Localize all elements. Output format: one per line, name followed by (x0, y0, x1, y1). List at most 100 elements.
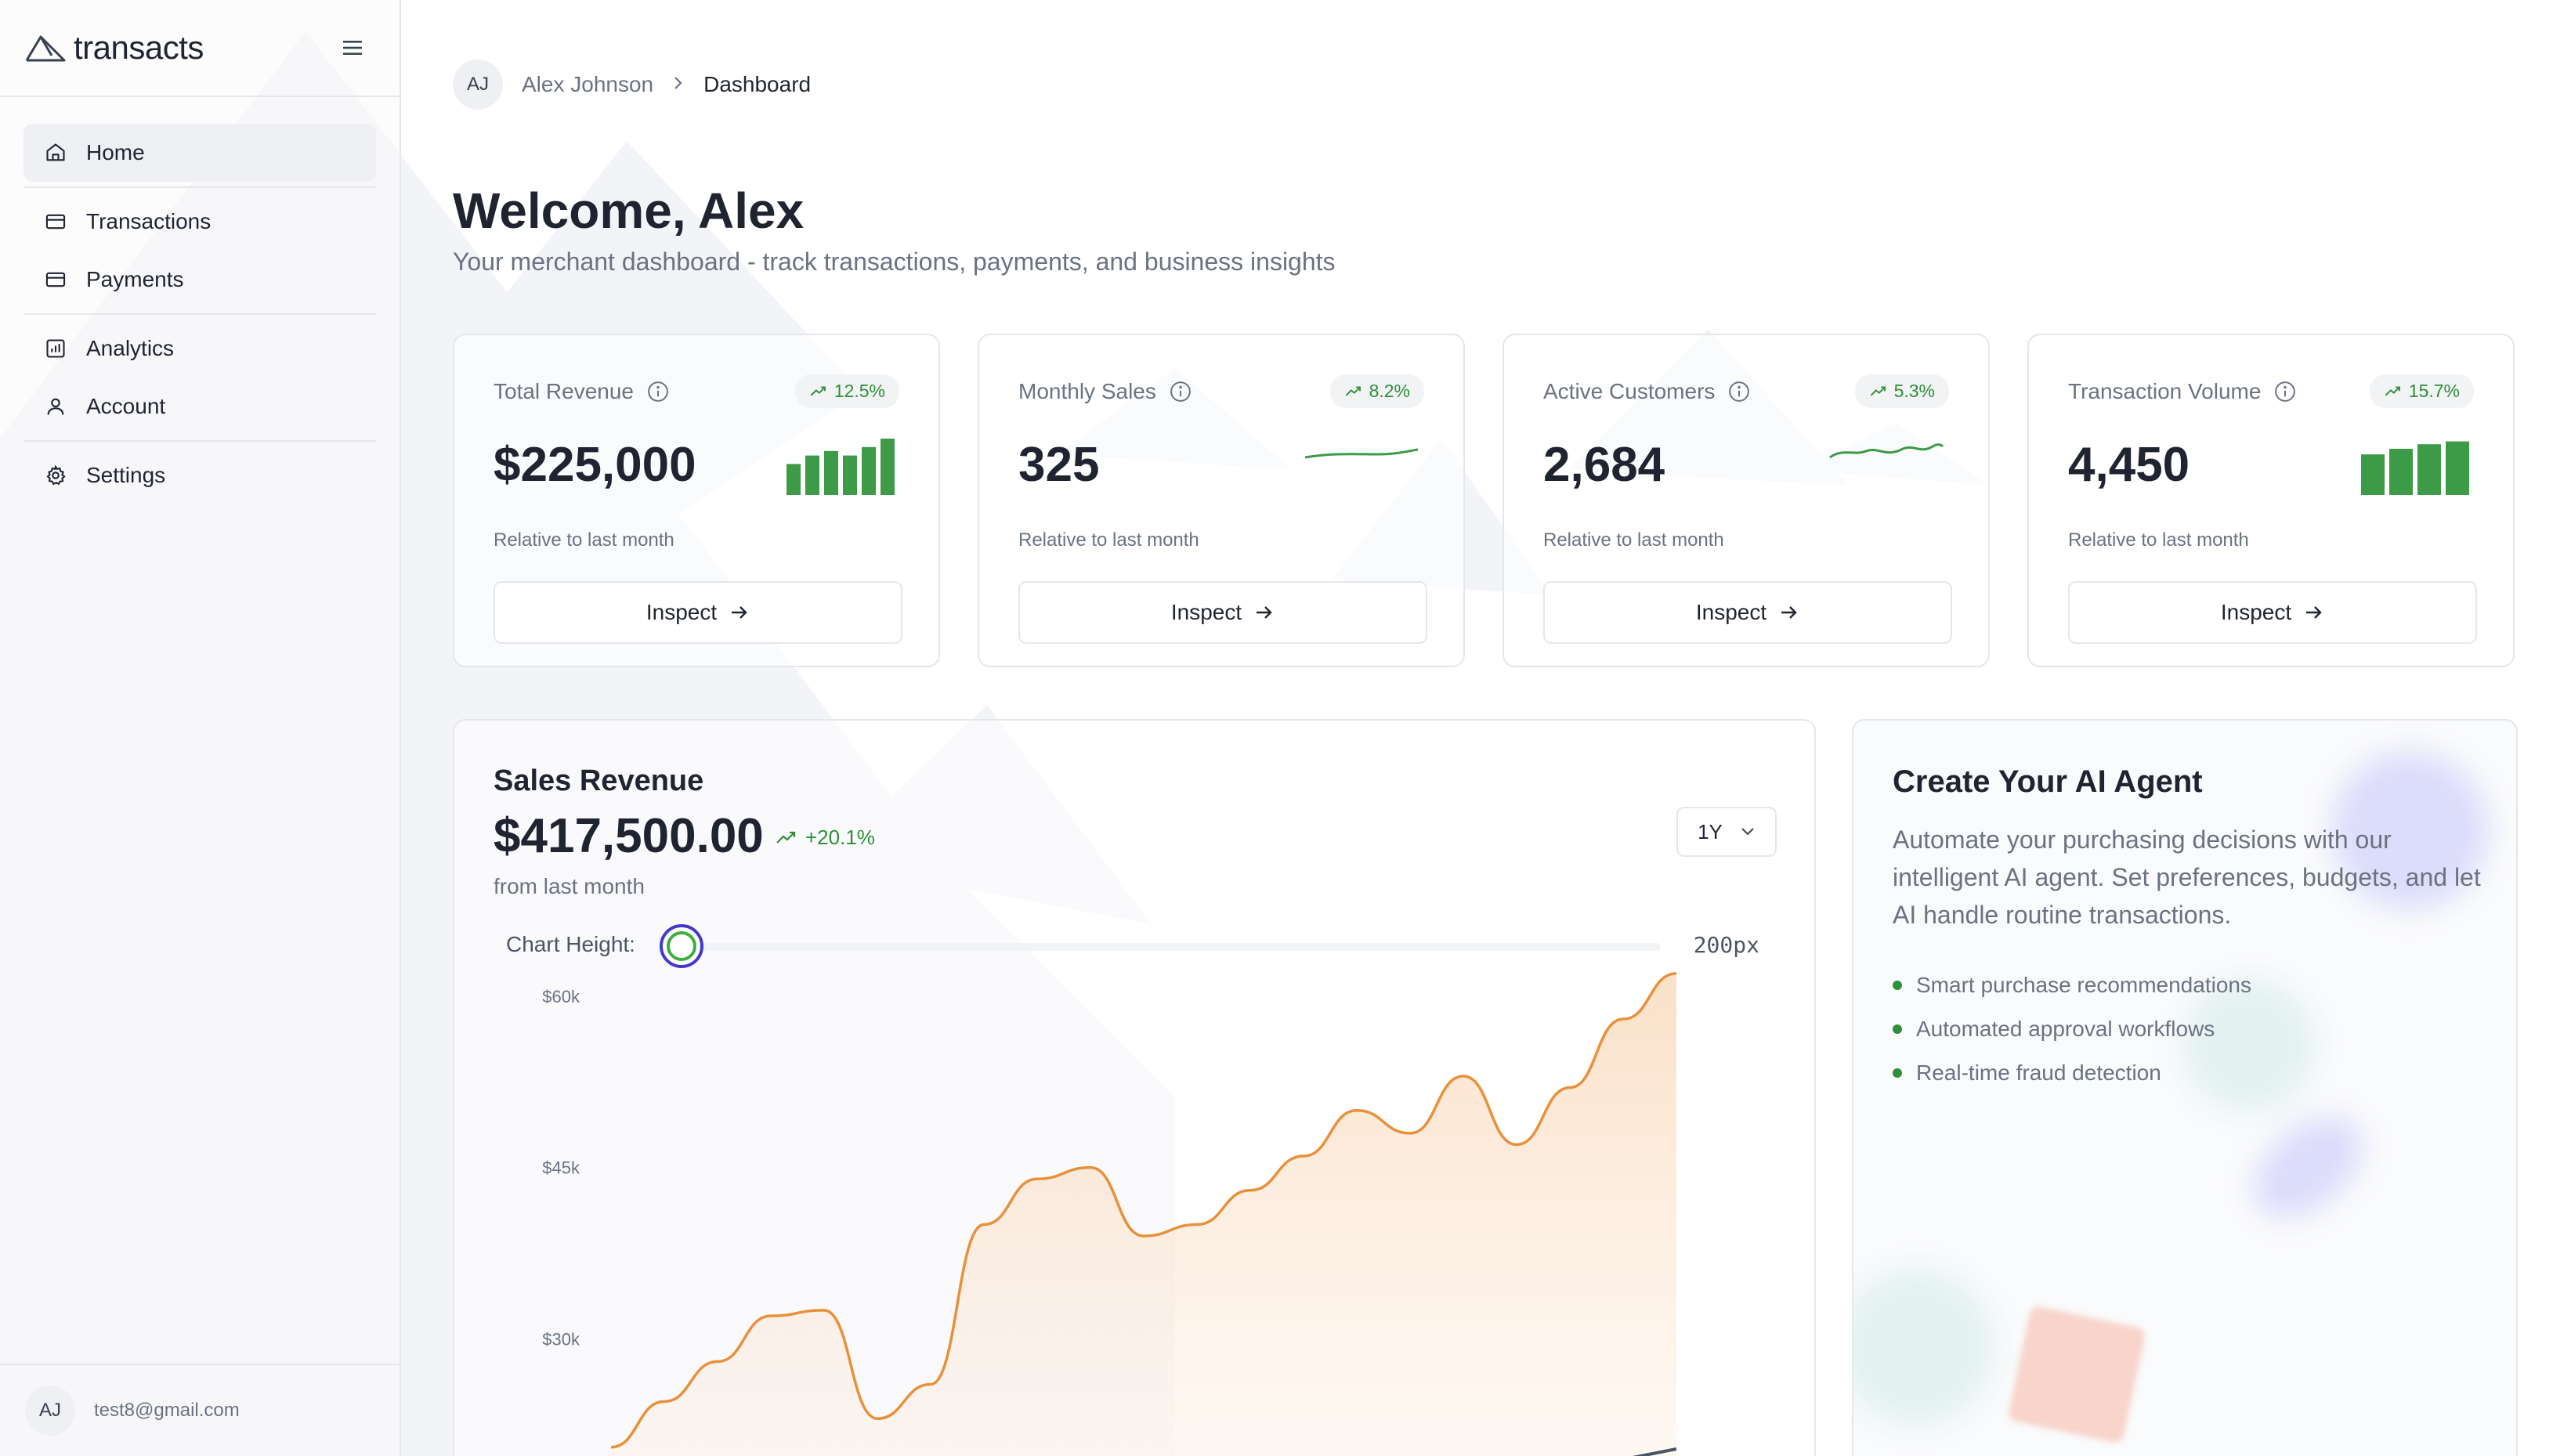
y-tick-label: $45k (542, 1158, 580, 1178)
inspect-button[interactable]: Inspect (2068, 581, 2477, 644)
chevron-down-icon (1741, 828, 1754, 836)
trend-up-icon (2385, 385, 2400, 396)
trend-up-icon (1345, 385, 1361, 396)
card-icon (44, 268, 67, 291)
chevron-right-icon (672, 73, 685, 97)
avatar: AJ (25, 1386, 75, 1436)
stat-label: Monthly Sales (1018, 379, 1192, 404)
sparkline-bar (862, 446, 876, 495)
nav-group: Transactions Payments (24, 193, 376, 315)
breadcrumb-user-link[interactable]: Alex Johnson (522, 72, 654, 96)
user-icon (44, 395, 67, 418)
trend-badge: 5.3% (1854, 374, 1949, 408)
brand-header: transacts (0, 0, 400, 97)
y-tick-label: $60k (542, 987, 580, 1006)
bullet-dot-icon (1893, 981, 1902, 990)
nav-group: Analytics Account (24, 320, 376, 442)
sparkline-bar (805, 455, 819, 495)
stat-sparkline (2352, 435, 2469, 502)
info-icon[interactable] (2273, 380, 2297, 403)
stat-label: Transaction Volume (2068, 379, 2297, 404)
inspect-button[interactable]: Inspect (494, 581, 902, 644)
sidebar-item-payments[interactable]: Payments (24, 251, 376, 309)
stat-label-text: Total Revenue (494, 378, 635, 403)
inspect-button-label: Inspect (1695, 600, 1767, 624)
sparkline-bar (2389, 448, 2413, 495)
arrow-right-icon (1257, 606, 1272, 619)
stat-card: Total Revenue 12.5% $225,000 Relative to… (453, 334, 940, 667)
brand-logo[interactable]: transacts (24, 29, 204, 67)
sidebar-item-label: Home (86, 140, 145, 164)
info-icon[interactable] (1727, 380, 1751, 403)
ai-card-description: Automate your purchasing decisions with … (1893, 826, 2481, 929)
arrow-right-icon (1781, 606, 1797, 619)
sidebar-item-settings[interactable]: Settings (24, 446, 376, 504)
ai-feature-list: Smart purchase recommendations Automated… (1893, 963, 2251, 1095)
stat-value: 4,450 (2068, 438, 2190, 492)
sidebar-item-account[interactable]: Account (24, 378, 376, 435)
inspect-button-label: Inspect (1170, 600, 1242, 624)
bullet-dot-icon (1893, 1024, 1902, 1034)
stat-sparkline (1827, 435, 1944, 502)
info-icon[interactable] (1169, 380, 1192, 403)
nav-group: Settings (24, 446, 376, 509)
stat-sparkline (777, 435, 895, 502)
triangle-logo-icon (25, 35, 66, 62)
inspect-button-label: Inspect (645, 600, 718, 624)
sidebar-item-label: Transactions (86, 209, 212, 233)
sidebar-item-analytics[interactable]: Analytics (24, 320, 376, 378)
brand-name: transacts (74, 29, 204, 66)
sidebar-nav: Home Transactions Payments (0, 97, 400, 509)
nav-group: Home (24, 124, 376, 188)
feature-label: Smart purchase recommendations (1916, 973, 2251, 997)
stat-card-header: Transaction Volume 15.7% (2068, 374, 2474, 408)
sales-area-chart: $60k $45k $30k (542, 972, 1677, 1456)
stat-note: Relative to last month (1018, 529, 1199, 551)
trend-up-icon (810, 385, 826, 396)
info-icon[interactable] (646, 380, 670, 403)
sparkline-bar (824, 450, 838, 495)
chart-secondary-line (1633, 1447, 1677, 1456)
stats-row: Total Revenue 12.5% $225,000 Relative to… (453, 334, 2515, 667)
stat-card-header: Monthly Sales 8.2% (1018, 374, 1424, 408)
stat-label-text: Active Customers (1543, 378, 1716, 403)
sparkline-bar (881, 439, 895, 495)
bar-chart-icon (44, 337, 67, 360)
sparkline-svg (1829, 443, 1944, 459)
sparkline-bar (843, 455, 857, 495)
sidebar-item-home[interactable]: Home (24, 124, 376, 182)
avatar: AJ (453, 60, 503, 110)
sparkline-bar (2446, 441, 2469, 495)
decorative-blob (1853, 1269, 1994, 1425)
sparkline-line (1829, 443, 1944, 459)
feature-label: Automated approval workflows (1916, 1017, 2215, 1041)
range-select[interactable]: 1Y (1676, 807, 1777, 857)
trend-badge: 12.5% (794, 374, 899, 408)
stat-value: 2,684 (1543, 438, 1665, 492)
user-profile[interactable]: AJ test8@gmail.com (0, 1364, 400, 1456)
stat-value: 325 (1018, 438, 1100, 492)
breadcrumb: AJ Alex Johnson Dashboard (453, 60, 811, 110)
inspect-button[interactable]: Inspect (1018, 581, 1427, 644)
stat-label-text: Monthly Sales (1018, 378, 1156, 403)
inspect-button-label: Inspect (2220, 600, 2292, 624)
sparkline-bar (2361, 454, 2385, 495)
stat-card-header: Total Revenue 12.5% (494, 374, 899, 408)
decorative-square (2007, 1305, 2146, 1444)
sidebar-item-label: Settings (86, 463, 166, 487)
sparkline-bar (787, 464, 801, 495)
stat-card: Monthly Sales 8.2% 325 Relative to last … (978, 334, 1465, 667)
chart-height-value: 200px (1693, 932, 1759, 958)
menu-toggle-button[interactable] (337, 32, 368, 63)
decorative-blob (2234, 1097, 2381, 1237)
trend-value: 5.3% (1893, 381, 1935, 401)
feature-label: Real-time fraud detection (1916, 1060, 2161, 1085)
stat-note: Relative to last month (1543, 529, 1724, 551)
inspect-button[interactable]: Inspect (1543, 581, 1952, 644)
stat-sparkline (1302, 435, 1419, 502)
list-item: Automated approval workflows (1893, 1007, 2251, 1051)
y-tick-label: $30k (542, 1329, 580, 1349)
sidebar-item-transactions[interactable]: Transactions (24, 193, 376, 251)
sidebar-item-label: Account (86, 394, 166, 418)
stat-value: $225,000 (494, 438, 696, 492)
